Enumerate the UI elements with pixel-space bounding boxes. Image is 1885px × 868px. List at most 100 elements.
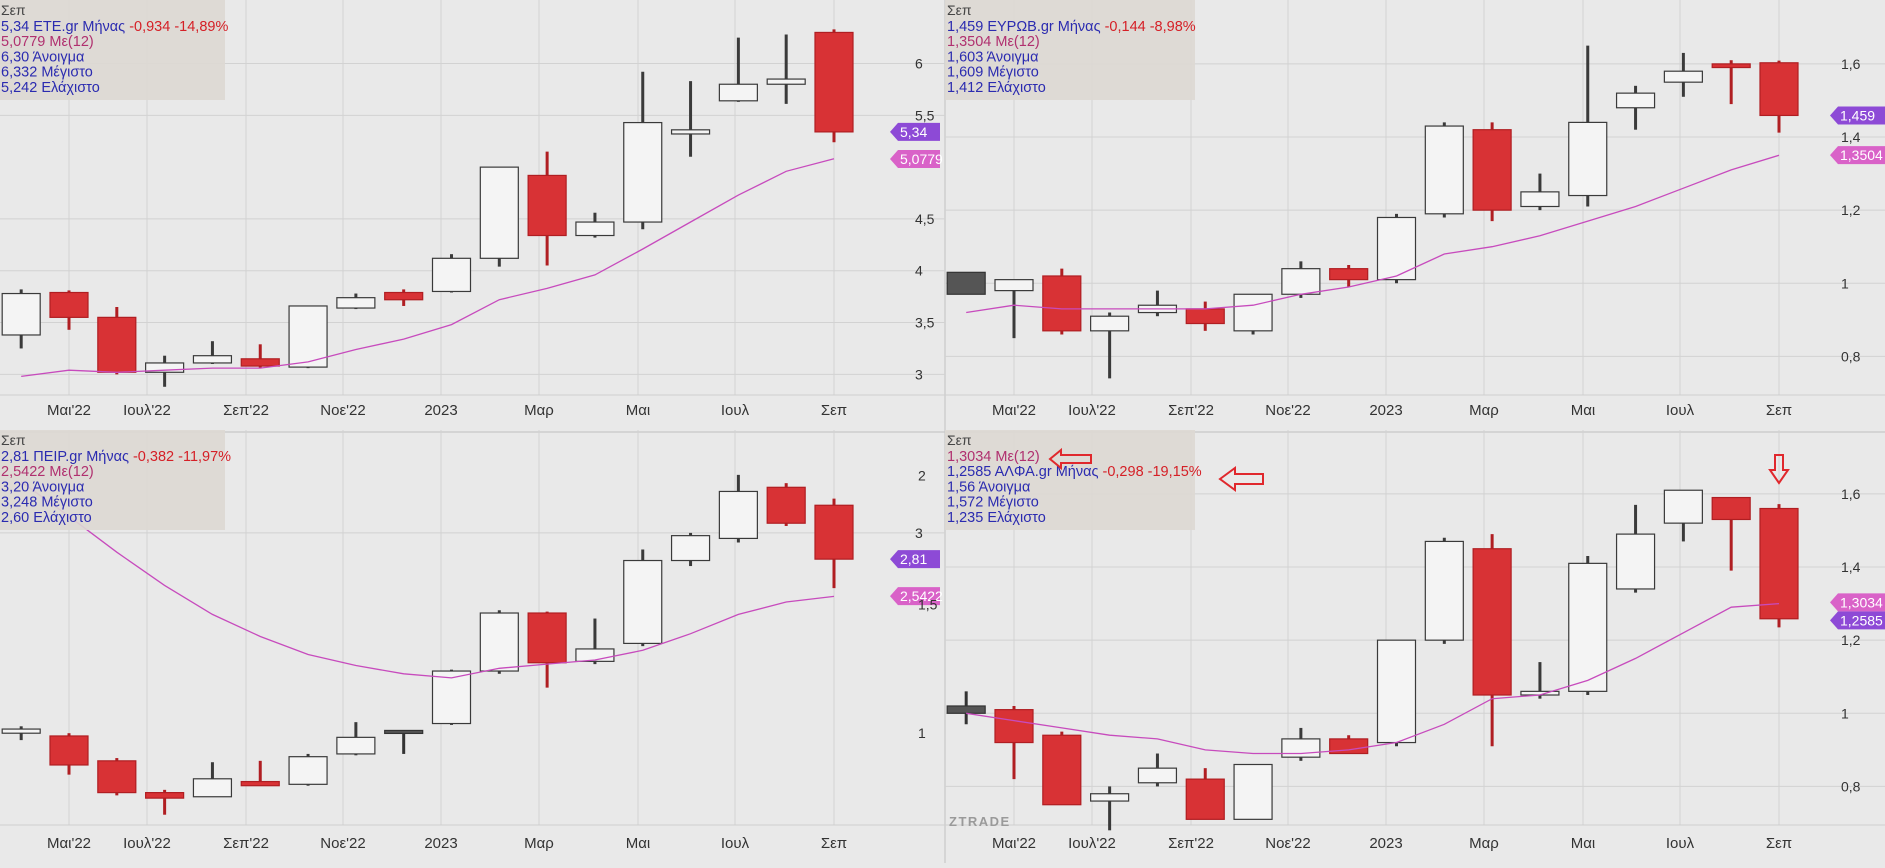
candle-body bbox=[1615, 92, 1656, 109]
candle-body bbox=[145, 362, 185, 373]
y-tick-label-left: 2 bbox=[918, 468, 926, 484]
price-tag-shape bbox=[1830, 611, 1885, 630]
price-tag: 2,81 bbox=[900, 551, 927, 567]
legend-row: 1,412 Ελάχιστο bbox=[947, 80, 1046, 96]
x-tick-label: Μαι'22 bbox=[47, 402, 91, 419]
y-tick-label: 5,5 bbox=[915, 107, 935, 123]
ma-tag-shape bbox=[1830, 593, 1885, 612]
y-tick-label: 0,8 bbox=[1841, 348, 1861, 364]
candle-body bbox=[145, 792, 185, 799]
candle-body bbox=[479, 166, 519, 259]
candle-body bbox=[766, 486, 806, 524]
legend-row: 3,20 Άνοιγμα bbox=[1, 479, 84, 495]
legend-box bbox=[0, 0, 225, 100]
x-tick-label: Μαι bbox=[626, 402, 651, 419]
candle-body bbox=[288, 305, 328, 368]
legend-change: -0,934 -14,89% bbox=[125, 19, 228, 35]
y-tick-label: 6 bbox=[915, 56, 923, 72]
y-tick-label: 3 bbox=[915, 525, 923, 541]
candle-body bbox=[49, 291, 89, 318]
x-tick-label: Σεπ'22 bbox=[223, 402, 269, 419]
x-tick-label: Σεπ bbox=[1766, 402, 1792, 419]
candle-body bbox=[623, 121, 663, 223]
candle-body bbox=[718, 83, 758, 102]
legend-row: 3,248 Μέγιστο bbox=[1, 495, 93, 511]
x-tick-label: Σεπ bbox=[1766, 835, 1792, 852]
candle-body bbox=[97, 316, 137, 373]
ma-line bbox=[20, 481, 835, 679]
x-tick-label: Μαρ bbox=[1469, 835, 1499, 852]
candle-body bbox=[814, 31, 854, 133]
x-tick-label: Μαι bbox=[1571, 835, 1596, 852]
candle-body bbox=[946, 271, 986, 295]
ma-tag-shape bbox=[1830, 146, 1885, 165]
candle-body bbox=[1520, 191, 1560, 208]
candle-body bbox=[384, 291, 424, 301]
x-tick-label: Μαι'22 bbox=[992, 835, 1036, 852]
y-tick-label: 1,2 bbox=[1841, 202, 1861, 218]
candle-body bbox=[1185, 308, 1225, 325]
price-tag-shape bbox=[890, 122, 940, 141]
candle-body bbox=[1376, 216, 1417, 281]
candle-body bbox=[336, 297, 376, 309]
candle-body bbox=[994, 279, 1034, 292]
candle-body bbox=[1329, 738, 1369, 755]
candle-body bbox=[1568, 121, 1608, 197]
panel-period-label: Σεπ bbox=[947, 432, 972, 448]
ma-tag: 5,0779 bbox=[900, 151, 943, 167]
candle-body bbox=[240, 358, 280, 367]
legend-box bbox=[0, 430, 225, 530]
x-tick-label: Σεπ'22 bbox=[1168, 835, 1214, 852]
candle-body bbox=[1424, 540, 1464, 641]
x-tick-label: Σεπ'22 bbox=[1168, 402, 1214, 419]
ma-tag: 1,3504 bbox=[1840, 147, 1883, 163]
price-tag-shape bbox=[1830, 106, 1885, 125]
ma-tag-shape bbox=[890, 587, 940, 606]
x-tick-label: Νοε'22 bbox=[320, 402, 365, 419]
candle-body bbox=[1472, 129, 1512, 211]
price-tag-shape bbox=[890, 550, 940, 569]
y-tick-label-left: 1,5 bbox=[918, 596, 938, 612]
candle-body bbox=[1711, 63, 1751, 69]
x-tick-label: Ιουλ'22 bbox=[1068, 402, 1116, 419]
legend-row: 1,56 Άνοιγμα bbox=[947, 479, 1030, 495]
ma-tag: 1,3034 bbox=[1840, 594, 1883, 610]
candle-body bbox=[1042, 275, 1082, 332]
panel-period-label: Σεπ bbox=[947, 2, 972, 18]
arrow-left-icon bbox=[1048, 447, 1092, 471]
x-tick-label: Μαι'22 bbox=[992, 402, 1036, 419]
candle-body bbox=[1233, 763, 1273, 820]
candle-body bbox=[1233, 293, 1273, 332]
x-tick-label: Μαρ bbox=[524, 402, 554, 419]
x-tick-label: Ιουλ bbox=[721, 402, 750, 419]
panel-period-label: Σεπ bbox=[1, 2, 26, 18]
candle-body bbox=[814, 504, 854, 560]
candle-body bbox=[1424, 125, 1464, 215]
x-tick-label: 2023 bbox=[1369, 402, 1402, 419]
legend-row: 2,60 Ελάχιστο bbox=[1, 510, 92, 526]
candle-body bbox=[1042, 734, 1082, 806]
y-tick-label: 1,6 bbox=[1841, 56, 1861, 72]
y-tick-label: 1,4 bbox=[1841, 559, 1861, 575]
candle-body bbox=[240, 780, 280, 787]
y-tick-label: 0,8 bbox=[1841, 778, 1861, 794]
legend-row: 6,332 Μέγιστο bbox=[1, 65, 93, 81]
candle-body bbox=[1281, 738, 1321, 758]
candle-body bbox=[1472, 548, 1512, 696]
chart-panel-bottom-left: 3 Μαι'22 Ιουλ'22 Σεπ'22 Νοε'22 2023 Μαρ Μαι Ιουλ… bbox=[0, 430, 945, 852]
candle-body bbox=[288, 756, 328, 785]
legend-row: 1,459 ΕΥΡΩΒ.gr Μήνας -0,144 -8,98% bbox=[947, 19, 1196, 35]
x-tick-label: 2023 bbox=[424, 835, 457, 852]
y-tick-label: 1 bbox=[1841, 705, 1849, 721]
candle-body bbox=[1, 292, 41, 336]
candle-body bbox=[670, 129, 711, 135]
chart-panel-top-left: 3 3,5 4 4,5 5,5 6 Μαι'22 Ιουλ'22 Σεπ'22 Νοε'22 202… bbox=[0, 0, 945, 419]
chart-panel-bottom-right: 0,8 1 1,2 1,4 1,6 Μαι'22 Ιουλ'22 Σεπ'22 Νοε'22 20… bbox=[945, 430, 1885, 852]
legend-row: 6,30 Άνοιγμα bbox=[1, 49, 84, 65]
candle-body bbox=[431, 257, 472, 293]
price-tag: 1,459 bbox=[1840, 107, 1875, 123]
legend-row: 1,2585 ΑΛΦΑ.gr Μήνας -0,298 -19,15% bbox=[947, 464, 1202, 480]
x-tick-label: Μαρ bbox=[524, 835, 554, 852]
